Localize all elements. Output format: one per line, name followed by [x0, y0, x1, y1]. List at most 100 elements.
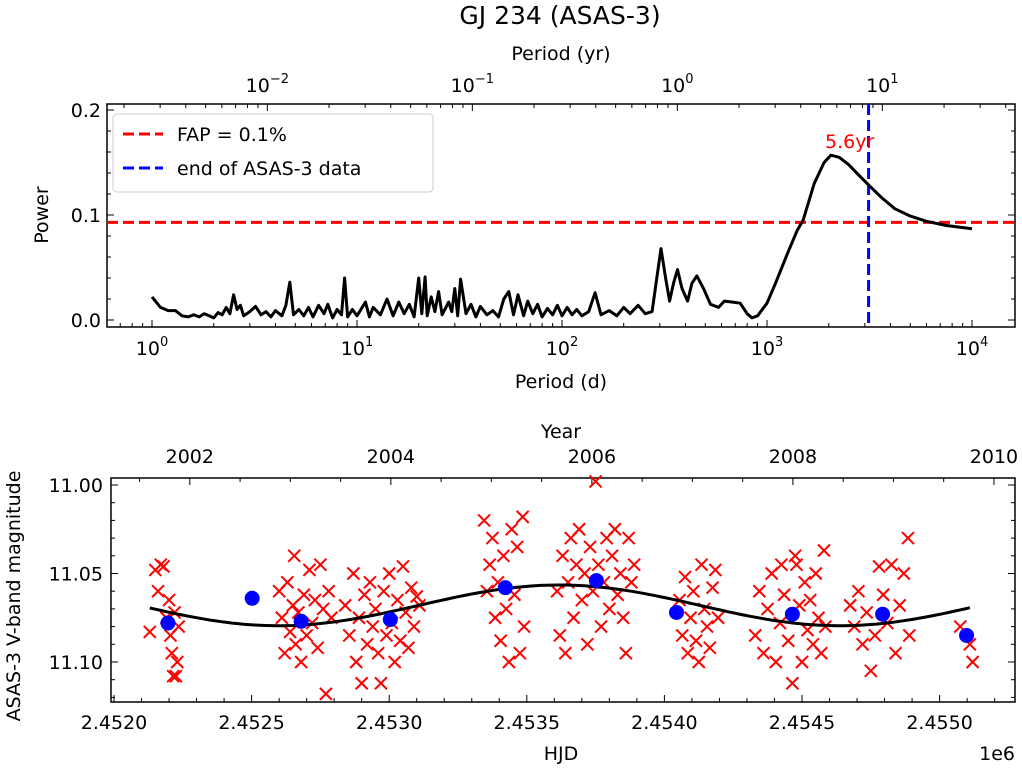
- observation-marker: [872, 559, 886, 574]
- observation-marker: [376, 584, 391, 598]
- binned-point: [244, 590, 260, 606]
- observation-marker: [294, 655, 308, 669]
- observation-marker: [748, 628, 762, 643]
- observation-marker: [338, 598, 352, 613]
- observation-marker: [379, 628, 394, 643]
- binned-point: [875, 606, 891, 622]
- x-tick-label: 104: [956, 335, 988, 360]
- observation-marker: [798, 575, 812, 590]
- observation-marker: [681, 646, 695, 660]
- observation-marker: [575, 593, 589, 607]
- binned-point: [497, 580, 513, 596]
- observation-marker: [488, 611, 502, 625]
- binned-point: [160, 615, 176, 631]
- top-x-tick-label-base: 10: [246, 75, 270, 97]
- top-x-tick-label-exponent: 1: [890, 72, 898, 87]
- top-x-tick-label: 2006: [568, 446, 616, 468]
- observation-marker: [515, 510, 530, 524]
- observation-marker: [817, 543, 831, 558]
- x-offset-label: 1e6: [979, 743, 1015, 765]
- observation-marker: [566, 611, 581, 625]
- x-tick-label: 2.4530: [356, 712, 422, 734]
- observation-marker: [349, 655, 363, 669]
- legend-label: end of ASAS-3 data: [177, 158, 361, 180]
- observation-marker: [756, 646, 771, 660]
- observation-marker: [342, 628, 357, 643]
- observation-marker: [901, 531, 915, 545]
- observation-marker: [156, 559, 171, 574]
- observation-marker: [608, 522, 622, 536]
- x-tick-label: 2.4550: [906, 712, 972, 734]
- observation-marker: [760, 602, 775, 616]
- observation-marker: [621, 531, 636, 545]
- binned-point: [959, 627, 975, 643]
- top-x-tick-label: 2010: [970, 446, 1018, 468]
- observation-marker: [407, 619, 421, 634]
- observation-marker: [711, 611, 725, 625]
- observation-marker: [302, 563, 317, 577]
- legend: FAP = 0.1% end of ASAS-3 data: [112, 113, 434, 193]
- y-axis-label: Power: [31, 186, 53, 244]
- observation-marker: [482, 557, 497, 572]
- observation-marker: [700, 619, 714, 634]
- top-x-tick-label: 101: [866, 72, 898, 97]
- observation-marker: [496, 549, 511, 563]
- observation-marker: [477, 513, 491, 528]
- observation-marker: [694, 557, 709, 572]
- observation-marker: [360, 637, 374, 652]
- observation-marker: [517, 619, 531, 634]
- observation-marker: [286, 598, 300, 613]
- observation-marker: [619, 646, 633, 660]
- observation-marker: [277, 646, 292, 660]
- observation-marker: [773, 616, 787, 630]
- observation-marker: [382, 566, 396, 581]
- observation-marker: [346, 566, 361, 581]
- observation-marker: [594, 619, 608, 634]
- top-x-tick-label: 2002: [166, 446, 214, 468]
- binned-point: [382, 612, 398, 628]
- observation-marker: [859, 605, 874, 620]
- top-x-axis-label: Period (yr): [511, 43, 610, 65]
- observation-marker: [809, 566, 823, 581]
- top-x-tick-label: 10−1: [451, 72, 494, 97]
- binned-point: [293, 613, 309, 629]
- observation-marker: [884, 557, 899, 572]
- observation-marker: [591, 557, 606, 572]
- observation-marker: [675, 628, 689, 643]
- observation-marker: [143, 625, 157, 639]
- observation-marker: [162, 593, 176, 607]
- observation-marker: [683, 611, 698, 625]
- observation-marker: [151, 584, 165, 598]
- observation-marker: [357, 588, 372, 602]
- observation-marker: [703, 641, 717, 655]
- observation-marker: [313, 557, 328, 572]
- observation-marker: [686, 584, 701, 598]
- observation-marker: [868, 628, 882, 643]
- observation-marker: [287, 549, 301, 563]
- x-tick-label-exponent: 1: [365, 335, 373, 350]
- observation-marker: [321, 584, 336, 598]
- observation-marker: [396, 559, 410, 574]
- observation-marker: [616, 611, 630, 625]
- observation-marker: [789, 557, 804, 572]
- observation-marker: [769, 655, 783, 669]
- observation-marker: [785, 676, 800, 690]
- observation-marker: [689, 634, 703, 648]
- binned-point: [669, 604, 685, 620]
- top-x-tick-label: 100: [661, 72, 693, 97]
- top-x-tick-label-exponent: −2: [270, 72, 289, 87]
- x-tick-label: 102: [546, 335, 578, 360]
- observation-marker: [288, 637, 303, 652]
- observation-marker: [169, 669, 183, 683]
- observation-marker: [410, 589, 424, 604]
- observation-marker: [390, 593, 405, 607]
- sine-fit-line: [149, 583, 971, 628]
- x-tick-label: 2.4545: [769, 712, 835, 734]
- observation-marker: [814, 646, 828, 660]
- x-tick-label: 2.4535: [494, 712, 560, 734]
- x-tick-label-base: 10: [751, 338, 775, 360]
- observation-marker: [843, 598, 857, 613]
- x-tick-label: 2.4540: [631, 712, 697, 734]
- x-tick-label: 103: [751, 335, 783, 360]
- observation-marker: [897, 566, 911, 581]
